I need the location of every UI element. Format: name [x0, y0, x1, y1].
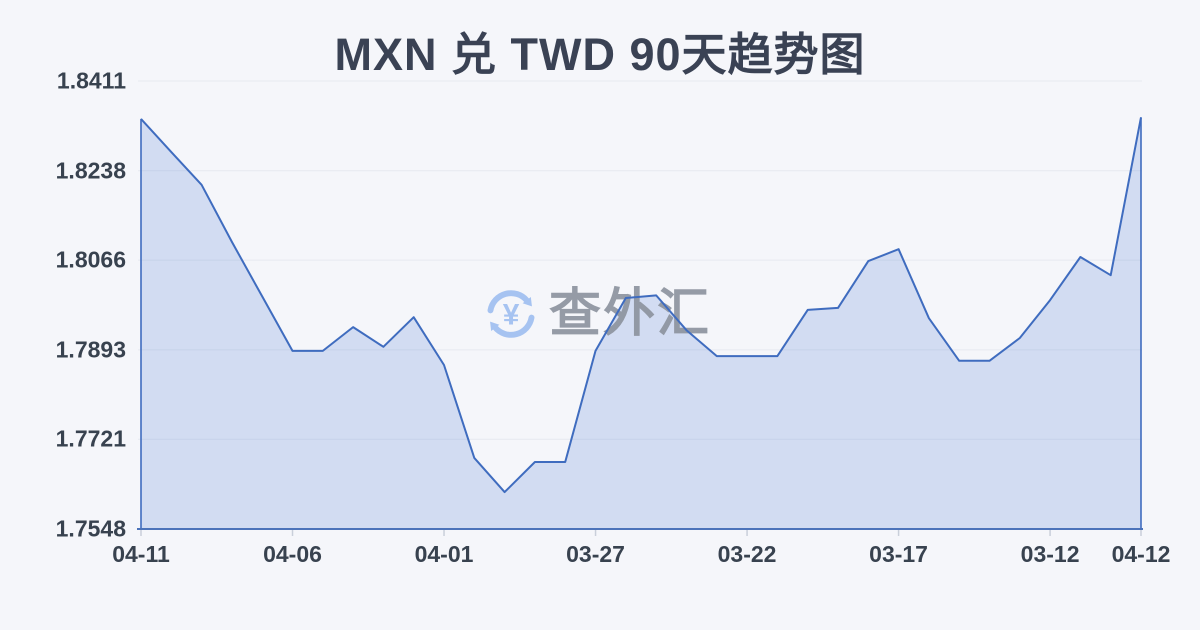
trend-area: [141, 117, 1141, 530]
x-axis-label: 03-17: [869, 541, 928, 567]
chart-title: MXN 兑 TWD 90天趋势图: [334, 29, 866, 80]
x-axis-label: 03-12: [1020, 541, 1080, 567]
y-axis-label: 1.8066: [55, 246, 126, 273]
x-axis-label: 03-22: [717, 541, 777, 567]
y-axis-label: 1.7548: [55, 515, 126, 542]
x-axis-label: 03-27: [566, 541, 625, 567]
y-axis-label: 1.7893: [55, 336, 126, 363]
x-axis-label: 04-01: [414, 541, 474, 567]
y-axis-label: 1.7721: [55, 425, 126, 452]
y-axis-label: 1.8411: [56, 67, 126, 94]
x-axis-label: 04-06: [263, 541, 322, 567]
trend-line: [140, 117, 1142, 494]
x-axis-label: 04-12: [1111, 541, 1171, 567]
x-axis-label: 04-11: [112, 541, 170, 567]
y-axis-label: 1.8238: [55, 157, 126, 184]
